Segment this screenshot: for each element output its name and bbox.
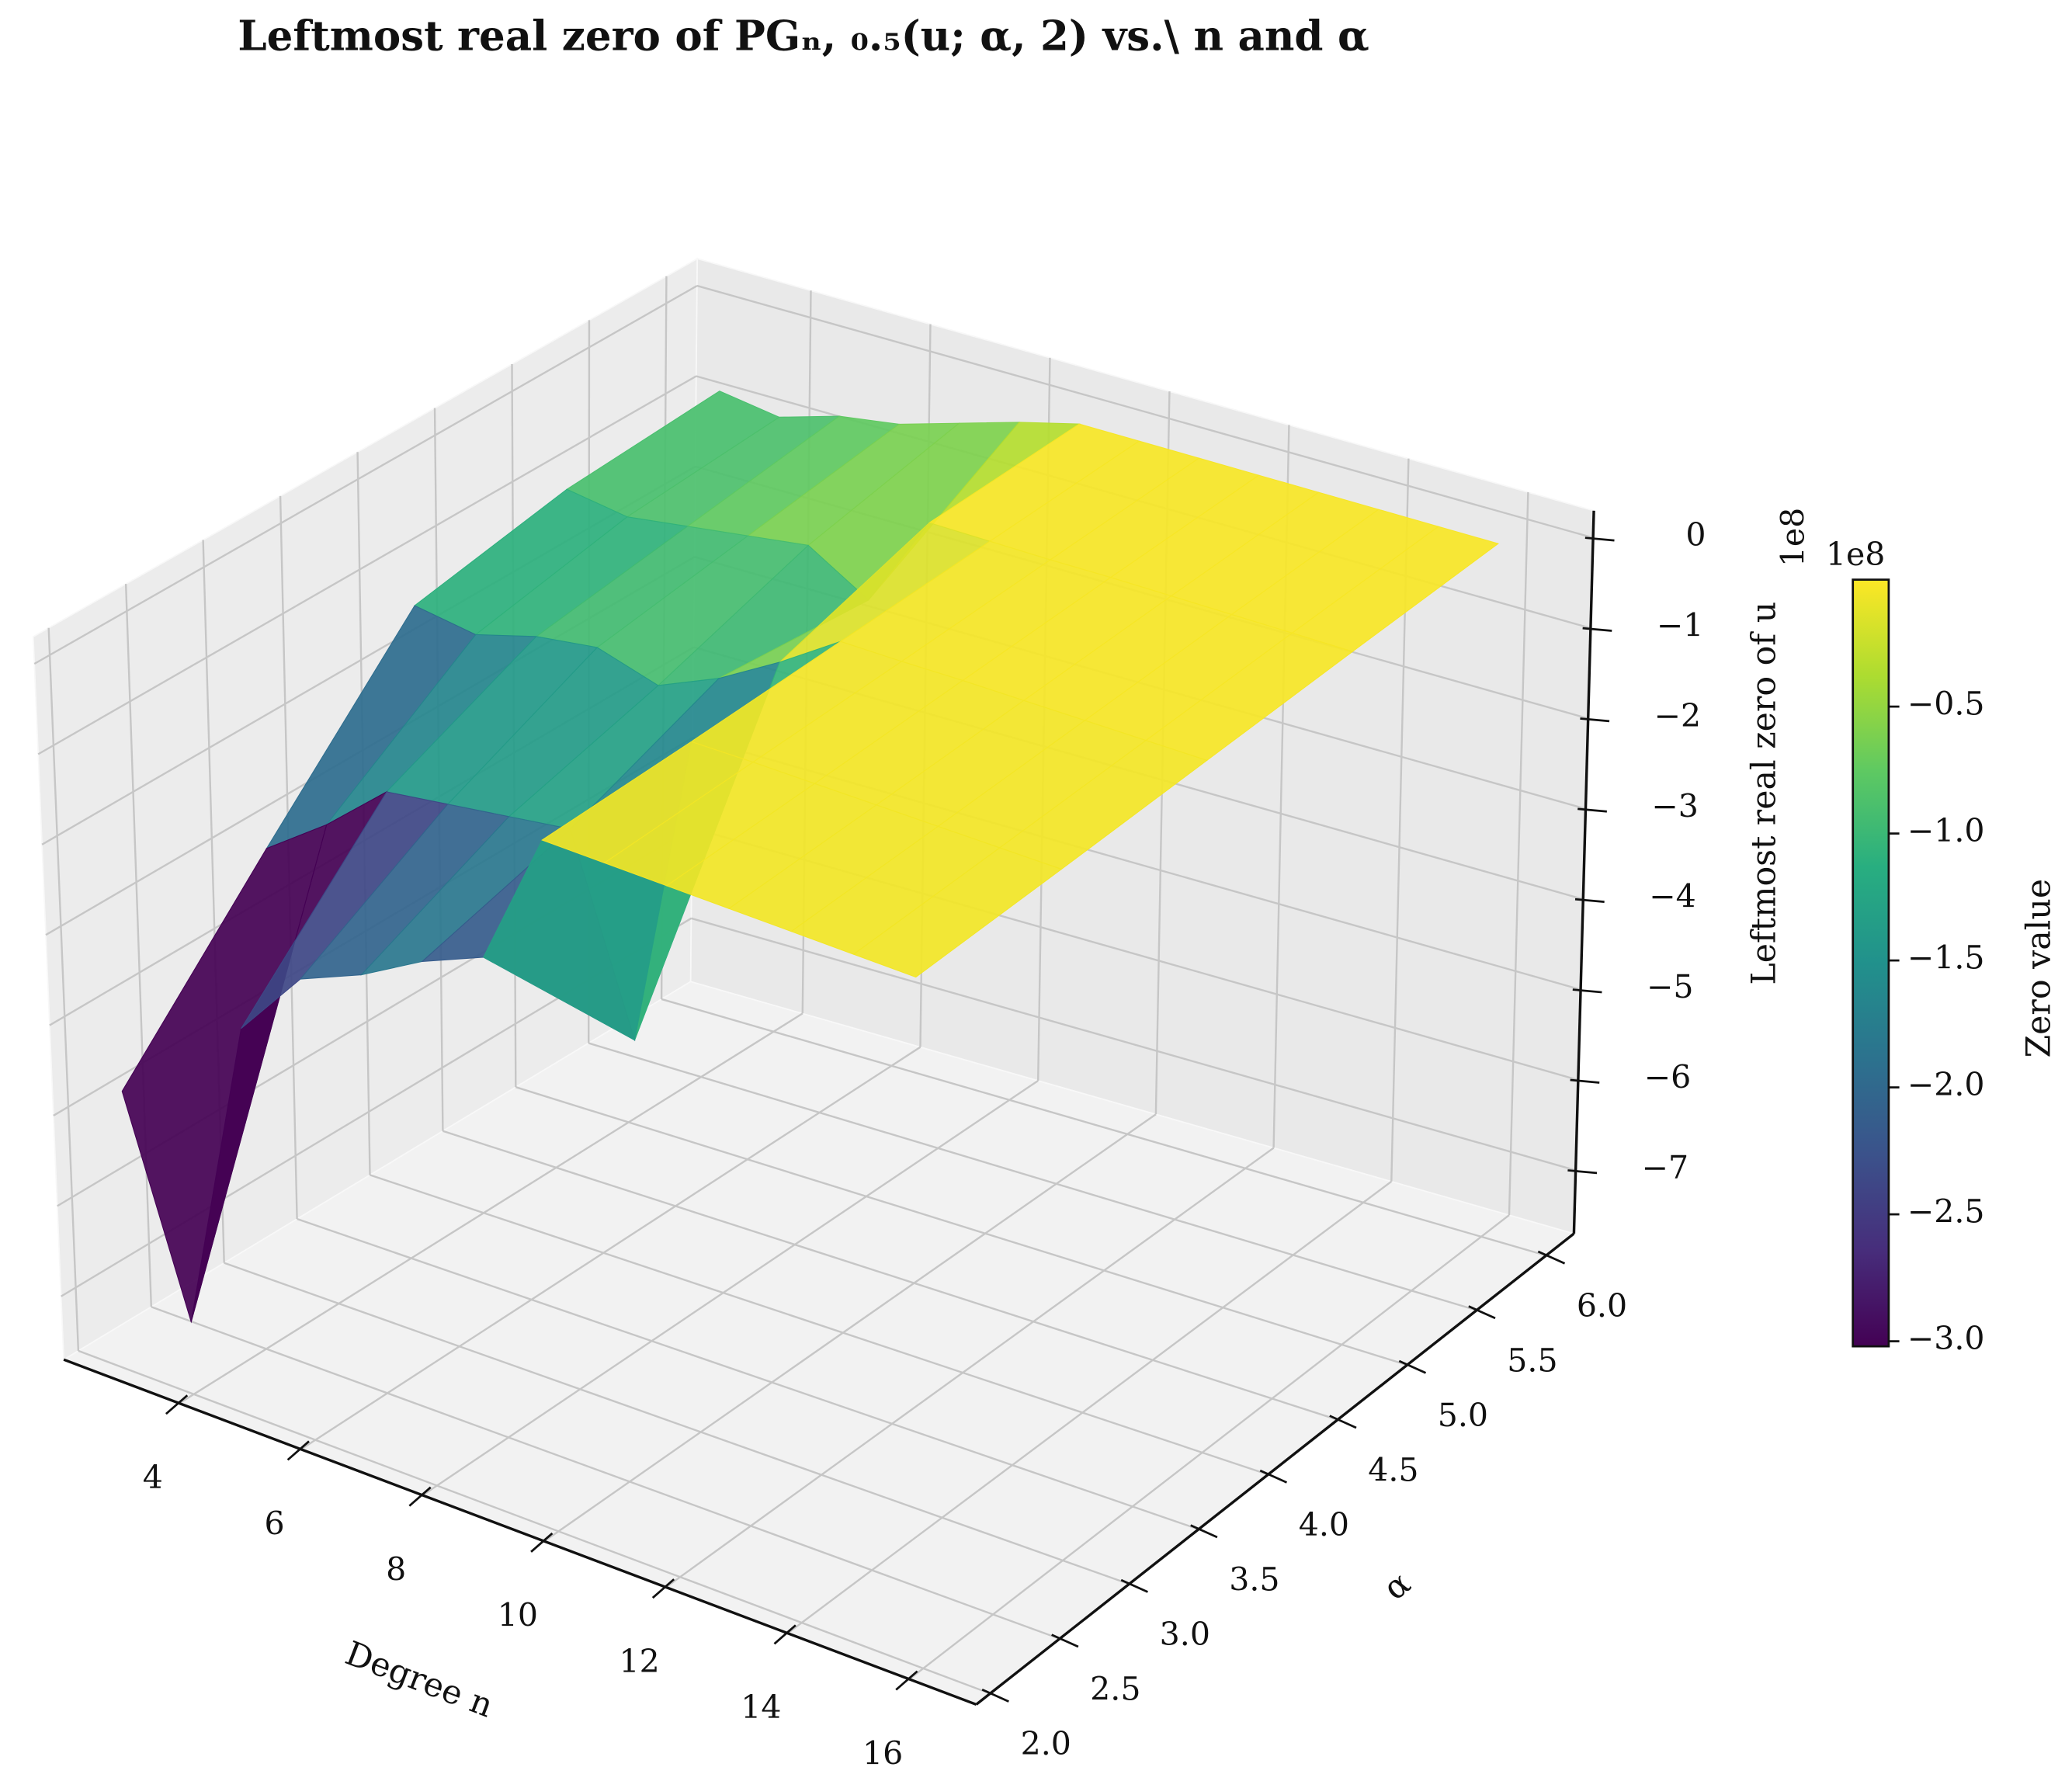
y-tick — [1329, 1415, 1357, 1429]
colorbar-offset-label: 1e8 — [1826, 536, 1886, 573]
x-tick-label: 16 — [862, 1734, 903, 1772]
x-tick — [773, 1624, 797, 1645]
x-tick — [165, 1394, 189, 1415]
x-tick — [895, 1670, 918, 1691]
colorbar-tick-label: −3.0 — [1907, 1320, 1985, 1357]
z-tick-label: −1 — [1657, 607, 1704, 644]
y-tick-label: 3.5 — [1229, 1561, 1279, 1599]
y-tick — [1120, 1578, 1148, 1593]
grid-line — [661, 998, 1546, 1257]
grid-line — [37, 375, 697, 755]
grid-line — [422, 1079, 1039, 1496]
grid-line — [696, 284, 1594, 539]
y-tick-label: 2.0 — [1021, 1725, 1071, 1762]
y-tick — [1398, 1359, 1427, 1374]
y-tick-label: 5.0 — [1438, 1397, 1488, 1434]
y-tick-label: 4.0 — [1299, 1506, 1349, 1543]
grid-line — [588, 1042, 1477, 1311]
grid-line — [33, 285, 698, 665]
grid-line — [124, 584, 153, 1307]
grid-line — [78, 1349, 991, 1695]
x-axis-label: Degree n — [340, 1634, 498, 1726]
x-tick — [530, 1532, 554, 1553]
grid-line — [179, 1012, 803, 1404]
colorbar-tick-label: −2.0 — [1907, 1066, 1985, 1103]
y-tick-label: 3.0 — [1160, 1616, 1210, 1653]
z-tick-label: −6 — [1644, 1059, 1692, 1096]
x-tick — [651, 1578, 675, 1599]
plot-area: Leftmost real zero of PGₙ, ₀.₅(u; α, 2) … — [32, 12, 2059, 1772]
y-axis-label: α — [1376, 1564, 1418, 1608]
z-tick — [1567, 1169, 1598, 1175]
colorbar — [1852, 578, 1890, 1348]
grid-line — [665, 1147, 1275, 1588]
grid-line — [1508, 491, 1529, 1216]
y-axis-line — [975, 1232, 1575, 1706]
grid-line — [543, 1113, 1157, 1543]
grid-line — [908, 1214, 1510, 1680]
x-tick-label: 4 — [143, 1459, 163, 1496]
z-offset-label: 1e8 — [1775, 508, 1812, 567]
x-tick-label: 8 — [386, 1551, 406, 1588]
y-tick — [1537, 1250, 1566, 1265]
y-tick — [1051, 1634, 1079, 1648]
z-tick-label: −3 — [1651, 787, 1699, 825]
z-tick-label: −7 — [1642, 1149, 1689, 1186]
x-tick — [408, 1486, 432, 1507]
x-tick — [286, 1440, 310, 1461]
z-axis-line — [1572, 510, 1595, 1234]
grid-line — [151, 1306, 1060, 1640]
grid-line — [443, 1130, 1338, 1421]
x-tick-label: 6 — [264, 1505, 284, 1542]
colorbar-tick-label: −2.5 — [1907, 1193, 1985, 1231]
y-tick — [981, 1688, 1009, 1703]
grid-line — [691, 917, 1576, 1172]
x-tick-label: 10 — [498, 1597, 538, 1634]
grid-line — [515, 1086, 1407, 1366]
x-tick-label: 14 — [741, 1689, 781, 1726]
z-tick — [1570, 1078, 1600, 1084]
z-tick — [1572, 988, 1602, 994]
y-tick — [1190, 1524, 1218, 1539]
surface-face — [852, 847, 1063, 978]
x-axis-line — [63, 1358, 977, 1706]
z-tick — [1582, 627, 1612, 632]
grid-line — [786, 1180, 1392, 1634]
z-tick — [1577, 807, 1607, 813]
z-tick-label: 0 — [1685, 516, 1706, 554]
y-tick-label: 2.5 — [1090, 1671, 1140, 1708]
z-tick — [1574, 897, 1605, 904]
grid-line — [300, 1046, 921, 1450]
colorbar-tick-label: −1.5 — [1907, 939, 1985, 977]
colorbar-tick-label: −1.0 — [1907, 812, 1985, 849]
z-tick — [1584, 536, 1615, 542]
z-tick — [1580, 717, 1610, 723]
grid-line — [224, 1262, 1130, 1585]
y-tick-label: 6.0 — [1577, 1287, 1627, 1325]
y-tick — [1468, 1305, 1496, 1320]
grid-line — [297, 1217, 1199, 1530]
z-tick-label: −5 — [1647, 968, 1694, 1005]
grid-line — [370, 1174, 1269, 1476]
y-tick-label: 4.5 — [1368, 1452, 1418, 1489]
colorbar-label: Zero value — [2020, 879, 2059, 1058]
x-tick-label: 12 — [620, 1643, 660, 1680]
chart-title: Leftmost real zero of PGₙ, ₀.₅(u; α, 2) … — [238, 12, 1369, 61]
y-tick-label: 5.5 — [1507, 1342, 1557, 1379]
z-tick-label: −2 — [1654, 697, 1702, 734]
z-axis-label: Leftmost real zero of u — [1744, 602, 1783, 985]
z-tick-label: −4 — [1649, 878, 1696, 915]
colorbar-tick-label: −0.5 — [1907, 686, 1985, 723]
grid-line — [47, 627, 80, 1351]
y-tick — [1259, 1469, 1288, 1484]
